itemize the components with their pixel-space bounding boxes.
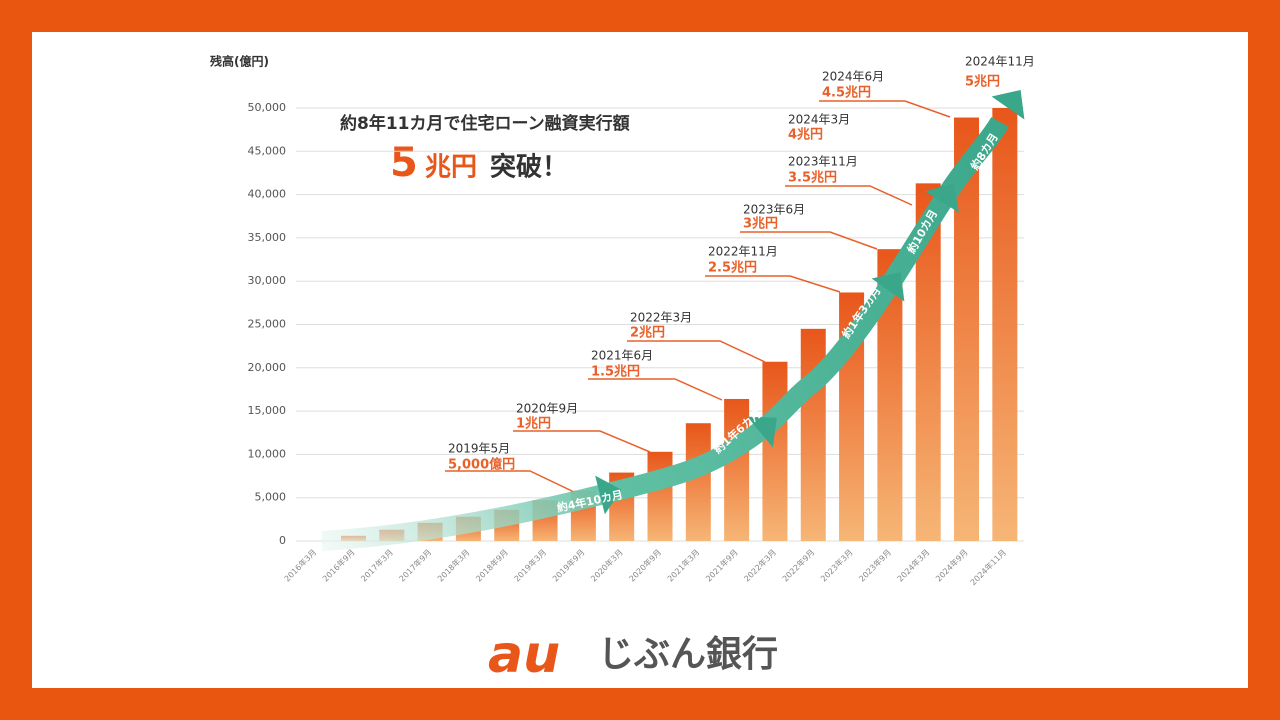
y-tick-label: 0 — [279, 534, 286, 547]
annotation-amount: 5兆円 — [965, 74, 1000, 90]
annotation-amount: 2兆円 — [630, 325, 665, 341]
arrow-head — [747, 416, 777, 448]
annotation-date: 2024年6月 — [822, 70, 884, 84]
y-tick-label: 15,000 — [248, 404, 287, 417]
bar — [685, 423, 711, 541]
arrow-head — [991, 89, 1025, 120]
leader-line — [513, 430, 651, 453]
arrow-head — [871, 271, 905, 302]
annotation-date: 2023年11月 — [788, 155, 858, 169]
annotation-date: 2023年6月 — [743, 203, 805, 217]
annotation-date: 2021年6月 — [591, 349, 653, 363]
annotation-amount: 1.5兆円 — [591, 364, 640, 380]
annotation-date: 2024年11月 — [965, 55, 1035, 69]
arrow-head — [925, 183, 959, 213]
heading-rest: 突破！ — [490, 152, 568, 183]
annotation-amount: 5,000億円 — [448, 457, 515, 473]
annotation-date: 2024年3月 — [788, 113, 850, 127]
y-tick-label: 25,000 — [248, 318, 287, 331]
logo-mark: au — [488, 625, 560, 685]
annotation-amount: 4.5兆円 — [822, 85, 871, 101]
leader-line — [705, 275, 841, 293]
annotation-date: 2020年9月 — [516, 402, 578, 416]
leader-line — [819, 100, 951, 118]
annotation-amount: 3兆円 — [743, 216, 778, 232]
arrow-head — [595, 475, 622, 515]
bar — [647, 451, 673, 541]
y-tick-label: 35,000 — [248, 231, 287, 244]
bar — [992, 108, 1018, 541]
annotation-date: 2022年11月 — [708, 245, 778, 259]
y-tick-label: 5,000 — [255, 491, 287, 504]
bar — [762, 361, 788, 541]
annotation-amount: 1兆円 — [516, 416, 551, 432]
bar — [724, 398, 750, 541]
y-tick-label: 10,000 — [248, 447, 287, 460]
panel — [32, 32, 1248, 688]
y-tick-label: 20,000 — [248, 361, 287, 374]
leader-line — [740, 231, 878, 250]
leader-line — [445, 470, 573, 492]
y-tick-label: 40,000 — [248, 188, 287, 201]
leader-line — [588, 378, 723, 401]
y-tick-label: 50,000 — [248, 101, 287, 114]
annotation-date: 2019年5月 — [448, 442, 510, 456]
y-tick-label: 30,000 — [248, 274, 287, 287]
heading: 約8年11カ月で住宅ローン融資実行額 — [340, 113, 630, 134]
annotation-amount: 3.5兆円 — [788, 170, 837, 186]
y-tick-label: 45,000 — [248, 144, 287, 157]
annotation-amount: 4兆円 — [788, 127, 823, 143]
heading-number: 5 — [390, 140, 418, 186]
y-axis-label: 残高(億円) — [210, 54, 269, 69]
logo-name: じぶん銀行 — [598, 634, 778, 675]
leader-line — [627, 340, 766, 363]
annotation-amount: 2.5兆円 — [708, 260, 757, 276]
annotation-date: 2022年3月 — [630, 311, 692, 325]
heading-unit: 兆円 — [425, 153, 477, 183]
leader-line — [785, 185, 913, 206]
